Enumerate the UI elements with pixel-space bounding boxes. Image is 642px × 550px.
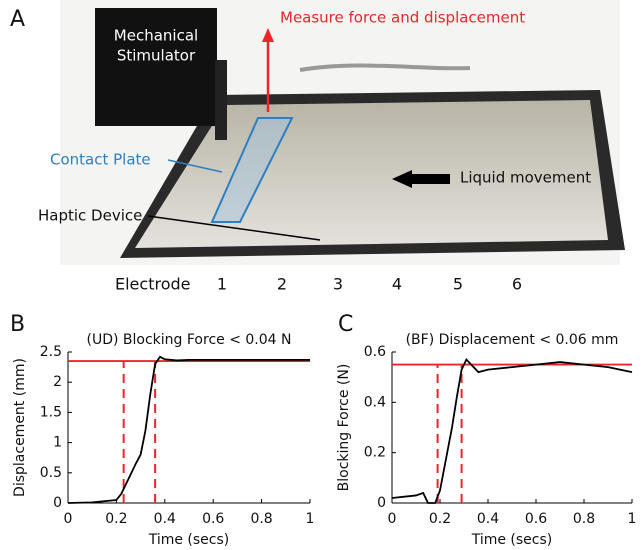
x-tick-label: 0.4 — [154, 511, 176, 527]
x-tick-label: 0 — [64, 511, 73, 527]
x-tick-label: 1 — [306, 511, 315, 527]
x-axis-label: Time (secs) — [471, 532, 553, 548]
data-line — [392, 360, 632, 503]
y-tick-label: 2.5 — [40, 344, 62, 360]
contact-label: Contact Plate — [50, 151, 151, 169]
x-tick-label: 0.6 — [525, 511, 547, 527]
x-tick-label: 1 — [628, 511, 637, 527]
electrode-number: 1 — [217, 275, 227, 294]
x-axis-label: Time (secs) — [148, 532, 230, 548]
electrode-number: 3 — [333, 275, 343, 294]
chart-title: (UD) Blocking Force < 0.04 N — [87, 332, 292, 348]
electrode-number: 2 — [277, 275, 287, 294]
y-tick-label: 0.4 — [364, 394, 386, 410]
liquid-label: Liquid movement — [460, 169, 591, 187]
y-tick-label: 1 — [53, 435, 62, 451]
y-tick-label: 1.5 — [40, 404, 62, 420]
x-tick-label: 0.2 — [429, 511, 451, 527]
electrode-number: 5 — [453, 275, 463, 294]
x-tick-label: 0.4 — [477, 511, 499, 527]
stimulator-label: Mechanical — [114, 27, 198, 45]
stimulator-label: Stimulator — [117, 47, 196, 65]
electrode-number: 6 — [512, 275, 522, 294]
y-tick-label: 0.2 — [364, 445, 386, 461]
data-line — [68, 357, 310, 503]
x-tick-label: 0.8 — [573, 511, 595, 527]
y-tick-label: 0 — [377, 495, 386, 511]
panel-label: A — [10, 7, 25, 32]
panel-label: C — [338, 312, 353, 337]
x-tick-label: 0.6 — [202, 511, 224, 527]
electrode-number: 4 — [392, 275, 402, 294]
x-tick-label: 0 — [388, 511, 397, 527]
y-axis-label: Blocking Force (N) — [336, 364, 352, 492]
panel-label: B — [10, 312, 25, 337]
stimulator-arm — [215, 60, 227, 140]
chart-title: (BF) Displacement < 0.06 mm — [406, 332, 619, 348]
x-tick-label: 0.2 — [105, 511, 127, 527]
y-tick-label: 2 — [53, 374, 62, 390]
haptic-label: Haptic Device — [38, 207, 142, 225]
measure-label: Measure force and displacement — [280, 9, 525, 27]
y-tick-label: 0 — [53, 495, 62, 511]
electrode-label: Electrode — [115, 275, 190, 294]
y-axis-label: Displacement (mm) — [12, 358, 28, 497]
x-tick-label: 0.8 — [250, 511, 272, 527]
y-tick-label: 0.5 — [40, 465, 62, 481]
figure: A Mechanical Stimulator Measure force an… — [0, 0, 642, 550]
y-tick-label: 0.6 — [364, 344, 386, 360]
